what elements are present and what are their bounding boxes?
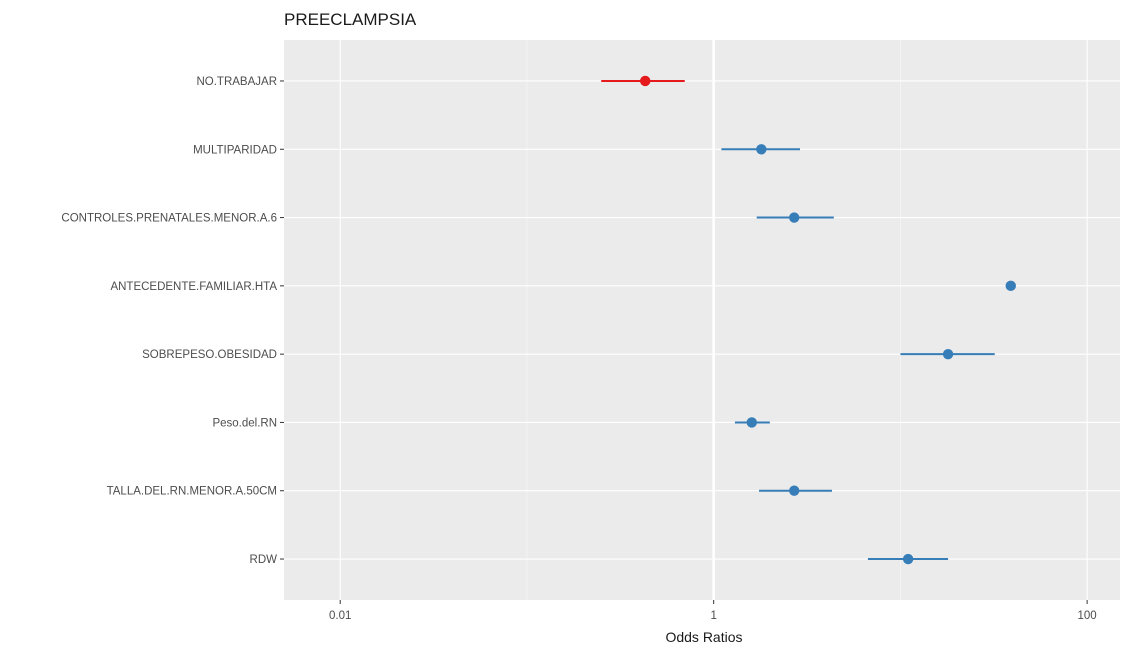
plot-panel	[284, 40, 1120, 600]
odds-ratio-point	[942, 348, 954, 360]
odds-ratio-point	[902, 553, 914, 565]
x-tick-label: 1	[710, 610, 716, 622]
odds-ratio-point	[640, 75, 651, 87]
odds-ratio-point	[789, 485, 800, 496]
odds-ratio-point	[746, 417, 757, 428]
y-tick-label: RDW	[250, 554, 278, 566]
x-axis-label: Odds Ratios	[665, 629, 742, 645]
y-tick-label: ANTECEDENTE.FAMILIAR.HTA	[110, 281, 277, 293]
x-tick-label: 0.01	[329, 610, 351, 622]
y-tick-label: MULTIPARIDAD	[193, 144, 277, 156]
y-tick-label: SOBREPESO.OBESIDAD	[142, 349, 277, 361]
y-tick-label: CONTROLES.PRENATALES.MENOR.A.6	[61, 213, 277, 225]
x-tick-label: 100	[1078, 610, 1097, 622]
odds-ratio-point	[756, 144, 767, 155]
y-axis: NO.TRABAJAR MULTIPARIDAD CONTROLES.PRENATA…	[61, 76, 284, 566]
y-tick-label: Peso.del.RN	[212, 417, 277, 429]
chart-title: PREECLAMPSIA	[284, 10, 417, 29]
odds-ratio-point	[789, 212, 800, 223]
x-axis: 0.01 1 100	[329, 600, 1097, 622]
odds-ratio-point	[1005, 280, 1016, 292]
y-tick-label: TALLA.DEL.RN.MENOR.A.50CM	[107, 486, 277, 498]
data-marks	[601, 75, 1016, 565]
y-tick-label: NO.TRABAJAR	[196, 76, 277, 88]
